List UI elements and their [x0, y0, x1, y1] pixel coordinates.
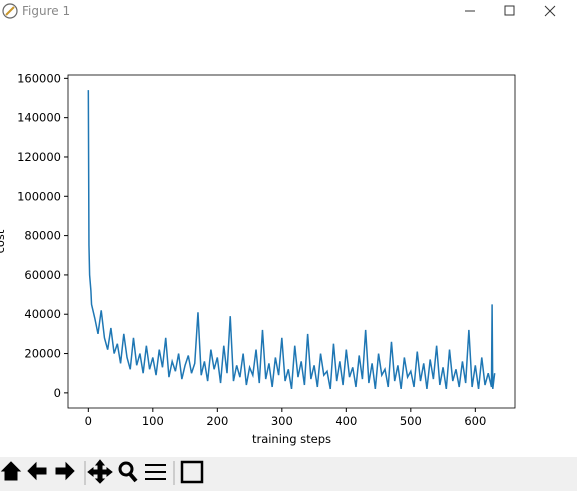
y-tick-label: 60000 [24, 268, 61, 282]
save-button[interactable] [180, 460, 204, 484]
toolbar [0, 457, 577, 491]
y-tick-label: 20000 [24, 347, 61, 361]
forward-button[interactable] [55, 461, 75, 481]
pan-button[interactable] [87, 459, 113, 484]
y-tick-label: 0 [54, 386, 61, 400]
y-tick-label: 160000 [17, 71, 61, 85]
x-tick-label: 600 [464, 414, 486, 428]
window-controls [2, 3, 556, 19]
x-axis-label: training steps [252, 432, 331, 446]
title-bar: Figure 1 [0, 0, 577, 24]
window-title: Figure 1 [22, 4, 71, 18]
zoom-button[interactable] [118, 461, 134, 477]
home-button[interactable] [0, 461, 22, 481]
y-tick-label: 140000 [17, 111, 61, 125]
y-tick-label: 120000 [17, 150, 61, 164]
x-tick-label: 500 [400, 414, 422, 428]
maximize-button[interactable] [504, 5, 515, 16]
y-tick-label: 100000 [17, 189, 61, 203]
x-tick-label: 0 [85, 414, 92, 428]
x-tick-label: 300 [271, 414, 293, 428]
y-axis-label: cost [0, 229, 7, 253]
y-tick-label: 40000 [24, 307, 61, 321]
close-button[interactable] [544, 5, 556, 17]
data-line [87, 90, 496, 390]
toolbar-icons [0, 459, 204, 485]
app-icon [2, 3, 18, 19]
x-tick-label: 100 [142, 414, 164, 428]
zoom-handle [128, 472, 138, 483]
plot-frame [67, 74, 516, 409]
chart: 0 20000 40000 60000 80000 100000 120000 140000 1… [0, 71, 516, 446]
x-tick-label: 400 [335, 414, 357, 428]
configure-button[interactable] [145, 464, 166, 480]
x-tick-label: 200 [206, 414, 228, 428]
y-tick-label: 80000 [24, 229, 61, 243]
app-icon-stroke [5, 6, 15, 16]
back-button[interactable] [27, 461, 47, 481]
